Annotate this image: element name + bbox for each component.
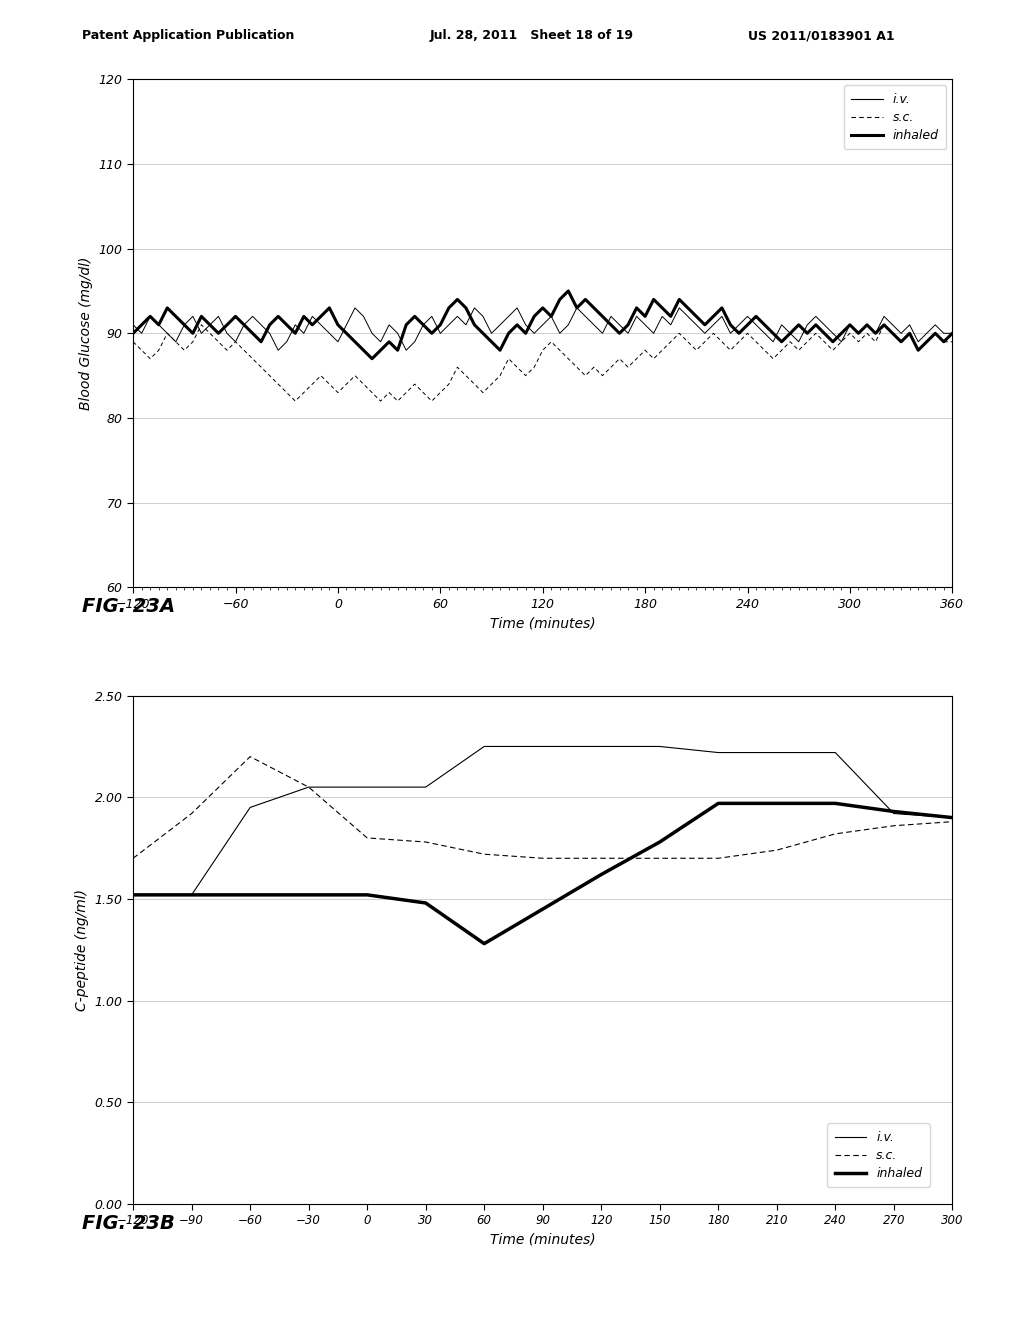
Line: inhaled: inhaled bbox=[133, 804, 952, 944]
i.v. bbox=[771, 744, 783, 760]
i.v. bbox=[302, 779, 314, 795]
inhaled bbox=[613, 325, 626, 341]
inhaled bbox=[946, 325, 958, 341]
inhaled bbox=[595, 867, 607, 883]
inhaled bbox=[545, 309, 557, 325]
s.c. bbox=[420, 834, 432, 850]
inhaled bbox=[420, 895, 432, 911]
Text: Jul. 28, 2011   Sheet 18 of 19: Jul. 28, 2011 Sheet 18 of 19 bbox=[430, 29, 634, 42]
inhaled bbox=[127, 887, 139, 903]
i.v. bbox=[946, 325, 958, 341]
Line: s.c.: s.c. bbox=[133, 756, 952, 858]
inhaled bbox=[771, 796, 783, 812]
s.c. bbox=[357, 376, 370, 392]
i.v. bbox=[244, 800, 256, 816]
inhaled bbox=[712, 796, 724, 812]
s.c. bbox=[775, 342, 787, 358]
s.c. bbox=[946, 813, 958, 829]
i.v. bbox=[185, 887, 198, 903]
inhaled bbox=[888, 804, 900, 820]
X-axis label: Time (minutes): Time (minutes) bbox=[489, 1233, 596, 1247]
X-axis label: Time (minutes): Time (minutes) bbox=[489, 616, 596, 631]
s.c. bbox=[888, 818, 900, 834]
Y-axis label: C-peptide (ng/ml): C-peptide (ng/ml) bbox=[75, 888, 89, 1011]
i.v. bbox=[888, 805, 900, 821]
s.c. bbox=[302, 779, 314, 795]
i.v. bbox=[595, 738, 607, 754]
i.v. bbox=[946, 809, 958, 825]
s.c. bbox=[829, 826, 842, 842]
Y-axis label: Blood Glucose (mg/dl): Blood Glucose (mg/dl) bbox=[79, 256, 93, 411]
Line: i.v.: i.v. bbox=[133, 308, 952, 350]
i.v. bbox=[272, 342, 285, 358]
inhaled bbox=[302, 887, 314, 903]
s.c. bbox=[613, 351, 626, 367]
Line: inhaled: inhaled bbox=[133, 290, 952, 359]
i.v. bbox=[127, 887, 139, 903]
s.c. bbox=[127, 850, 139, 866]
Line: i.v.: i.v. bbox=[133, 746, 952, 895]
i.v. bbox=[127, 317, 139, 333]
inhaled bbox=[186, 325, 199, 341]
i.v. bbox=[420, 779, 432, 795]
i.v. bbox=[613, 317, 626, 333]
inhaled bbox=[244, 887, 256, 903]
inhaled bbox=[562, 282, 574, 298]
s.c. bbox=[244, 748, 256, 764]
inhaled bbox=[775, 334, 787, 350]
i.v. bbox=[537, 738, 549, 754]
s.c. bbox=[185, 805, 198, 821]
i.v. bbox=[478, 738, 490, 754]
s.c. bbox=[196, 317, 208, 333]
i.v. bbox=[829, 744, 842, 760]
Text: US 2011/0183901 A1: US 2011/0183901 A1 bbox=[748, 29, 894, 42]
i.v. bbox=[554, 325, 566, 341]
s.c. bbox=[554, 342, 566, 358]
Text: FIG. 23A: FIG. 23A bbox=[82, 597, 175, 615]
inhaled bbox=[946, 809, 958, 825]
inhaled bbox=[340, 325, 352, 341]
inhaled bbox=[478, 936, 490, 952]
i.v. bbox=[349, 300, 361, 315]
Legend: i.v., s.c., inhaled: i.v., s.c., inhaled bbox=[844, 86, 946, 149]
inhaled bbox=[537, 902, 549, 917]
i.v. bbox=[357, 309, 370, 325]
inhaled bbox=[153, 317, 165, 333]
s.c. bbox=[127, 334, 139, 350]
s.c. bbox=[361, 830, 374, 846]
s.c. bbox=[289, 393, 301, 409]
inhaled bbox=[185, 887, 198, 903]
i.v. bbox=[361, 779, 374, 795]
Text: FIG. 23B: FIG. 23B bbox=[82, 1214, 175, 1233]
i.v. bbox=[775, 317, 787, 333]
s.c. bbox=[186, 334, 199, 350]
Line: s.c.: s.c. bbox=[133, 325, 952, 401]
s.c. bbox=[595, 850, 607, 866]
Legend: i.v., s.c., inhaled: i.v., s.c., inhaled bbox=[827, 1123, 930, 1188]
i.v. bbox=[653, 738, 666, 754]
inhaled bbox=[653, 834, 666, 850]
s.c. bbox=[153, 342, 165, 358]
i.v. bbox=[186, 309, 199, 325]
s.c. bbox=[537, 850, 549, 866]
inhaled bbox=[366, 351, 378, 367]
i.v. bbox=[712, 744, 724, 760]
s.c. bbox=[653, 850, 666, 866]
s.c. bbox=[771, 842, 783, 858]
s.c. bbox=[712, 850, 724, 866]
inhaled bbox=[127, 325, 139, 341]
inhaled bbox=[361, 887, 374, 903]
s.c. bbox=[946, 334, 958, 350]
inhaled bbox=[829, 796, 842, 812]
s.c. bbox=[478, 846, 490, 862]
Text: Patent Application Publication: Patent Application Publication bbox=[82, 29, 294, 42]
i.v. bbox=[153, 317, 165, 333]
